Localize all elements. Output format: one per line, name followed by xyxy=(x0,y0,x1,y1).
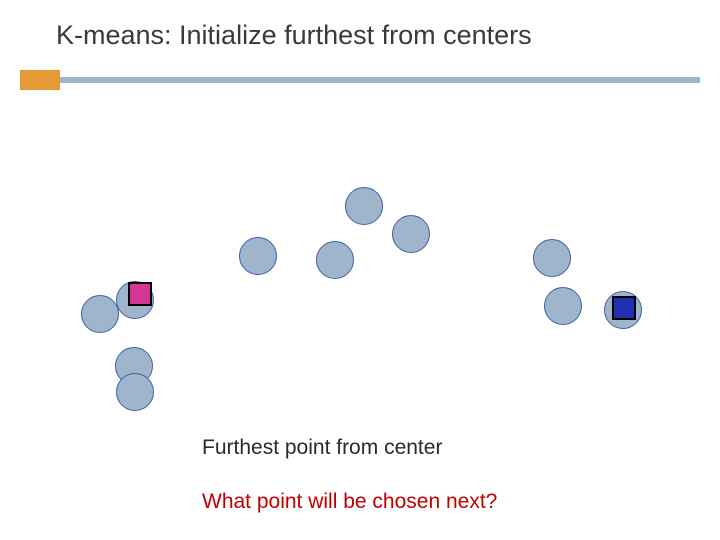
cluster-point xyxy=(533,239,571,277)
cluster-point xyxy=(239,237,277,275)
caption-question: What point will be chosen next? xyxy=(202,490,497,514)
cluster-point xyxy=(316,241,354,279)
slide: K-means: Initialize furthest from center… xyxy=(0,0,720,540)
caption-furthest: Furthest point from center xyxy=(202,436,442,460)
center-marker xyxy=(612,296,636,320)
cluster-point xyxy=(116,373,154,411)
center-marker xyxy=(128,282,152,306)
cluster-point xyxy=(544,287,582,325)
cluster-point xyxy=(392,215,430,253)
cluster-point xyxy=(345,187,383,225)
cluster-point xyxy=(81,295,119,333)
